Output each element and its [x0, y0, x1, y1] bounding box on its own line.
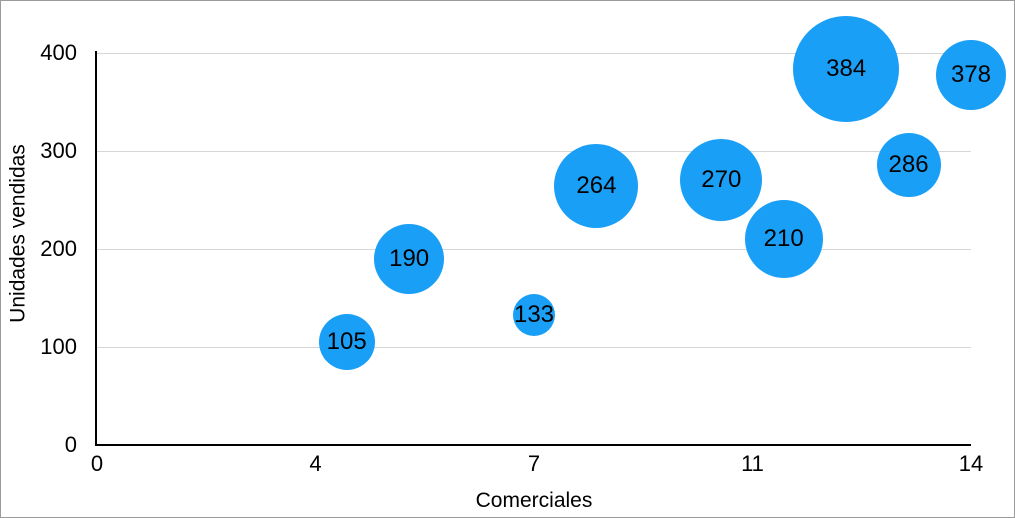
x-tick-label-11: 11	[741, 451, 764, 476]
x-axis-title: Comerciales	[475, 489, 593, 512]
x-tick-label-7: 7	[527, 451, 541, 476]
bubble-105: 105	[318, 314, 375, 371]
bubble-133: 133	[513, 293, 555, 336]
gridline-y-300	[97, 151, 971, 152]
bubble-384: 384	[793, 15, 900, 122]
gridline-y-200	[97, 249, 971, 250]
bubble-value-label: 264	[576, 172, 617, 200]
bubble-286: 286	[876, 132, 941, 197]
bubble-value-label: 105	[326, 328, 367, 356]
bubble-value-label: 210	[763, 225, 804, 253]
y-axis-line	[95, 51, 97, 446]
bubble-value-label: 384	[826, 54, 867, 82]
bubble-378: 378	[936, 39, 1006, 110]
y-tick-label-300: 300	[40, 138, 77, 163]
bubble-210: 210	[744, 200, 823, 279]
bubble-190: 190	[374, 223, 445, 294]
x-tick-label-0: 0	[90, 451, 104, 476]
y-tick-label-200: 200	[40, 236, 77, 261]
bubble-value-label: 133	[513, 300, 555, 328]
y-tick-label-400: 400	[40, 40, 77, 65]
bubble-value-label: 286	[888, 150, 929, 178]
x-axis-line	[95, 444, 971, 446]
x-tick-label-4: 4	[309, 451, 322, 476]
bubble-value-label: 270	[701, 166, 742, 194]
y-tick-label-100: 100	[40, 334, 77, 359]
gridline-y-100	[97, 347, 971, 348]
bubble-264: 264	[554, 144, 639, 229]
bubble-value-label: 190	[389, 244, 430, 272]
x-tick-label-14: 14	[958, 451, 984, 476]
bubble-270: 270	[680, 139, 763, 222]
y-tick-label-0: 0	[64, 432, 77, 457]
gridline-y-400	[97, 53, 971, 54]
bubble-value-label: 378	[950, 60, 992, 88]
